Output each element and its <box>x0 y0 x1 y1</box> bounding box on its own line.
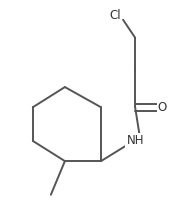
Text: NH: NH <box>126 134 144 147</box>
Text: O: O <box>158 101 167 114</box>
Text: Cl: Cl <box>109 9 121 22</box>
